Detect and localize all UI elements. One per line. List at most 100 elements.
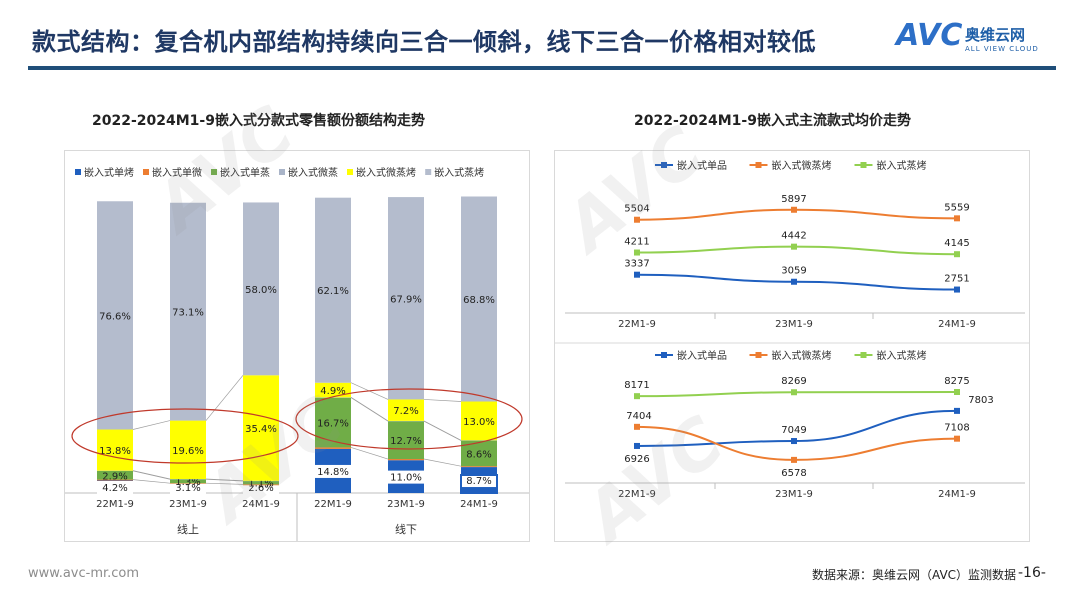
connector-line: [423, 458, 462, 467]
bar-segment: [461, 196, 497, 402]
bar-segment: [243, 202, 279, 376]
data-point: [954, 435, 960, 442]
logo-brand: 奥维云网: [965, 26, 1026, 44]
bar-segment: [243, 481, 279, 485]
legend-label: 嵌入式微蒸烤: [356, 166, 416, 179]
bar-segment: [315, 197, 351, 383]
data-point: [634, 442, 640, 449]
data-label: 12.7%: [390, 436, 422, 447]
legend-swatch: [75, 169, 81, 175]
bar-segment: [315, 382, 351, 398]
bar-segment: [170, 479, 206, 484]
x-tick-label: 24M1-9: [938, 319, 976, 330]
data-label: 2751: [944, 274, 969, 285]
x-tick-label: 23M1-9: [775, 319, 813, 330]
data-point: [954, 251, 960, 258]
legend-marker: [755, 352, 762, 358]
connector-line: [205, 482, 244, 485]
data-point: [634, 423, 640, 430]
x-tick-label: 22M1-9: [618, 319, 656, 330]
data-point: [634, 216, 640, 223]
data-label: 8275: [944, 376, 969, 387]
bar-segment: [461, 401, 497, 441]
connector-line: [350, 447, 389, 460]
x-tick-label: 23M1-9: [387, 499, 425, 510]
data-point: [791, 278, 797, 285]
legend-label: 嵌入式蒸烤: [434, 166, 484, 179]
connector-line: [132, 479, 171, 484]
data-label: 8269: [781, 376, 806, 387]
data-label: 58.0%: [245, 285, 277, 296]
bar-segment: [315, 447, 351, 449]
data-label: 1.3%: [175, 477, 200, 488]
highlight-ellipse: [71, 408, 299, 464]
data-point: [954, 407, 960, 414]
bar-segment: [388, 421, 424, 460]
connector-line: [205, 375, 244, 421]
x-tick-label: 22M1-9: [314, 499, 352, 510]
data-label: 11.0%: [390, 473, 422, 484]
connector-line: [132, 420, 171, 430]
legend-swatch: [347, 169, 353, 175]
left-chart-title: 2022-2024M1-9嵌入式分款式零售额份额结构走势: [92, 113, 425, 129]
data-label-bg: [315, 464, 351, 478]
data-label: 76.6%: [99, 311, 131, 322]
data-label: 5504: [624, 204, 649, 215]
legend-label: 嵌入式单烤: [84, 166, 134, 179]
data-label: 8171: [624, 380, 649, 391]
data-label-bg: [97, 481, 133, 494]
data-label: 8.6%: [466, 449, 491, 460]
data-label: 5559: [944, 202, 969, 213]
logo-mark: AVC: [896, 18, 963, 53]
data-label: 5897: [781, 194, 806, 205]
data-point: [634, 249, 640, 256]
bar-segment: [97, 479, 133, 481]
data-label: 62.1%: [317, 286, 349, 297]
data-label: 4442: [781, 231, 806, 242]
x-tick-label: 24M1-9: [242, 499, 280, 510]
data-label: 3.1%: [175, 483, 200, 494]
data-label: 35.4%: [245, 424, 277, 435]
data-label: 67.9%: [390, 294, 422, 305]
legend-label: 嵌入式单品: [677, 349, 727, 362]
data-label: 7404: [626, 411, 651, 422]
highlight-box: [460, 474, 498, 494]
footer-url[interactable]: www.avc-mr.com: [28, 566, 140, 581]
legend-swatch: [279, 169, 285, 175]
group-label: 线下: [395, 522, 417, 536]
data-label: 14.8%: [317, 467, 349, 478]
data-label: 6578: [781, 468, 806, 479]
page-number: -16-: [1018, 565, 1046, 581]
connector-line: [350, 397, 389, 422]
connector-line: [423, 420, 462, 441]
x-tick-label: 23M1-9: [775, 489, 813, 500]
data-label: 1.1%: [248, 479, 273, 490]
legend-swatch: [425, 169, 432, 175]
data-label: 73.1%: [172, 308, 204, 319]
bar-segment: [388, 197, 424, 400]
connector-line: [132, 470, 171, 480]
data-label: 4.2%: [102, 483, 127, 494]
data-point: [954, 286, 960, 293]
stacked-bar-chart: 嵌入式单烤 嵌入式单微 嵌入式单蒸 嵌入式微蒸 嵌入式微蒸烤 嵌入式蒸烤 4.2%2.9% 1…: [65, 166, 529, 541]
data-label: 2.6%: [248, 483, 273, 494]
data-point: [791, 456, 797, 463]
legend-swatch: [211, 169, 217, 175]
bar-segment: [170, 483, 206, 484]
data-label: 68.8%: [463, 295, 495, 306]
data-label: 7803: [968, 395, 993, 406]
legend-label: 嵌入式微蒸烤: [772, 349, 832, 362]
legend-label: 嵌入式蒸烤: [877, 159, 927, 172]
data-label: 3059: [781, 266, 806, 277]
x-tick-label: 22M1-9: [96, 499, 134, 510]
x-tick-label: 24M1-9: [938, 489, 976, 500]
data-label: 4211: [624, 237, 649, 248]
x-tick-label: 23M1-9: [169, 499, 207, 510]
title-divider: [28, 66, 1056, 70]
data-label: 3337: [624, 259, 649, 270]
bar-segment: [170, 420, 206, 479]
data-label: 2.9%: [102, 471, 127, 482]
data-label: 13.8%: [99, 446, 131, 457]
legend-marker: [755, 162, 762, 168]
bar-segment: [97, 201, 133, 430]
